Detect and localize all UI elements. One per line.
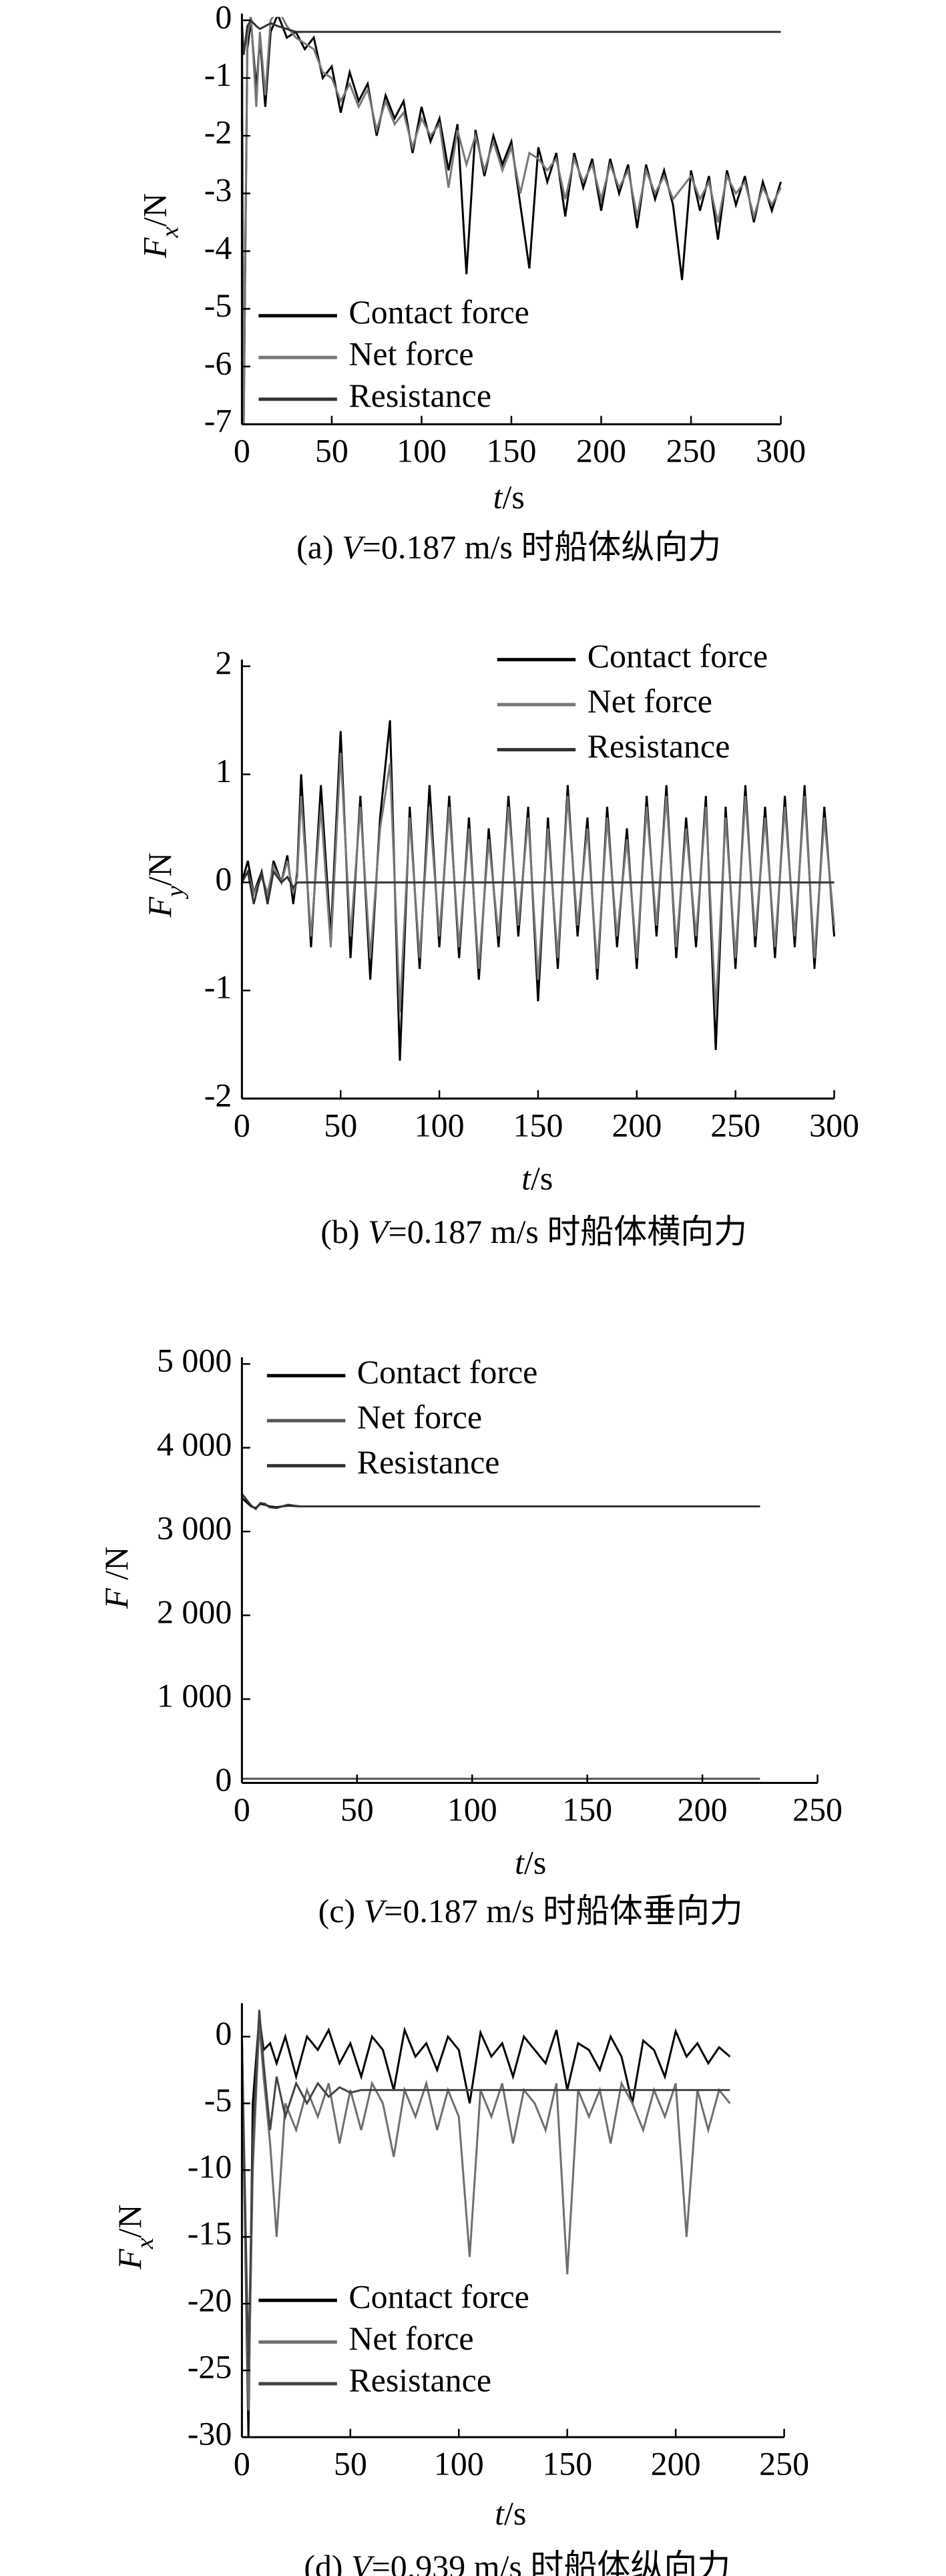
x-tick-label: 50 bbox=[340, 1791, 374, 1828]
x-tick-label: 200 bbox=[651, 2445, 701, 2482]
x-tick-label: 300 bbox=[809, 1106, 859, 1143]
x-tick-label: 150 bbox=[542, 2445, 592, 2482]
x-tick-label: 300 bbox=[756, 432, 806, 470]
x-tick-label: 200 bbox=[576, 432, 626, 470]
y-tick-label: 3 000 bbox=[157, 1509, 232, 1547]
x-tick-label: 200 bbox=[678, 1791, 728, 1828]
x-tick-label: 50 bbox=[334, 2445, 367, 2482]
y-axis-label: Fy/N bbox=[141, 852, 189, 918]
y-tick-label: -5 bbox=[204, 287, 232, 324]
y-axis-label: Fx/N bbox=[136, 193, 184, 258]
legend-label: Contact force bbox=[348, 293, 529, 331]
x-tick-label: 100 bbox=[434, 2445, 484, 2482]
x-tick-label: 0 bbox=[234, 1106, 250, 1143]
y-tick-label: 0 bbox=[215, 860, 232, 898]
series-line bbox=[242, 2016, 731, 2438]
x-tick-label: 150 bbox=[562, 1791, 612, 1828]
x-tick-label: 150 bbox=[513, 1106, 563, 1143]
y-tick-label: 5 000 bbox=[157, 1342, 232, 1379]
series-line bbox=[242, 17, 782, 425]
y-tick-label: -4 bbox=[204, 228, 232, 266]
y-tick-label: 0 bbox=[215, 0, 232, 35]
x-tick-label: 150 bbox=[487, 432, 537, 470]
legend-label: Resistance bbox=[348, 377, 491, 414]
y-tick-label: -1 bbox=[204, 968, 232, 1006]
series-line bbox=[242, 18, 781, 55]
legend-label: Contact force bbox=[357, 1353, 538, 1391]
y-tick-label: 2 bbox=[215, 644, 232, 681]
x-axis-label: t/s bbox=[521, 1159, 553, 1197]
x-tick-label: 250 bbox=[759, 2445, 809, 2482]
series-line bbox=[242, 1493, 760, 1511]
y-tick-label: 4 000 bbox=[157, 1425, 232, 1463]
y-tick-label: -1 bbox=[204, 55, 232, 93]
x-tick-label: 250 bbox=[666, 432, 716, 470]
x-tick-label: 200 bbox=[612, 1106, 662, 1143]
legend-label: Resistance bbox=[587, 727, 730, 765]
y-tick-label: -30 bbox=[188, 2415, 232, 2452]
subchart: 0-5-10-15-20-25-300 50 100 150 200 250t/sFx/N… bbox=[111, 2003, 809, 2576]
x-tick-label: 100 bbox=[447, 1791, 497, 1828]
y-tick-label: -20 bbox=[188, 2281, 232, 2319]
y-tick-label: 1 bbox=[215, 752, 232, 789]
x-axis-label: t/s bbox=[515, 1844, 546, 1881]
legend-label: Net force bbox=[348, 335, 473, 373]
subchart: 0-1-2-3-4-5-6-70 50 100 150 200 250 300t/sFx/N… bbox=[136, 0, 806, 566]
series-line bbox=[242, 752, 836, 1013]
x-tick-label: 50 bbox=[315, 432, 348, 470]
x-axis-label: t/s bbox=[495, 2495, 526, 2533]
legend-label: Resistance bbox=[357, 1443, 500, 1481]
series-line bbox=[242, 17, 782, 425]
y-tick-label: -10 bbox=[188, 2148, 232, 2185]
caption: (b) V=0.187 m/s 时船体横向力 bbox=[320, 1213, 747, 1250]
y-tick-label: 1 000 bbox=[157, 1677, 232, 1714]
y-tick-label: -7 bbox=[204, 402, 232, 439]
x-tick-label: 250 bbox=[710, 1106, 760, 1143]
y-tick-label: -15 bbox=[188, 2215, 232, 2252]
caption: (d) V=0.939 m/s 时船体纵向力 bbox=[304, 2549, 730, 2576]
x-tick-label: 0 bbox=[234, 2445, 250, 2482]
y-tick-label: -5 bbox=[204, 2081, 232, 2119]
x-axis-label: t/s bbox=[493, 479, 525, 516]
x-tick-label: 0 bbox=[234, 432, 250, 470]
series-line bbox=[242, 868, 835, 904]
subchart: 5 000 4 000 3 000 2 000 1 000 00 50 100 150 200 25… bbox=[97, 1342, 843, 1930]
legend-label: Resistance bbox=[348, 2362, 491, 2399]
series-line bbox=[242, 2023, 731, 2411]
legend-label: Net force bbox=[587, 683, 712, 720]
x-tick-label: 250 bbox=[792, 1791, 843, 1828]
y-tick-label: -3 bbox=[204, 171, 232, 208]
y-axis-label: F /N bbox=[97, 1547, 135, 1610]
y-tick-label: -2 bbox=[204, 114, 232, 151]
y-tick-label: 0 bbox=[215, 2014, 232, 2052]
y-tick-label: 0 bbox=[215, 1761, 232, 1798]
series-line bbox=[242, 2010, 730, 2371]
x-tick-label: 100 bbox=[397, 432, 447, 470]
y-tick-label: -25 bbox=[188, 2348, 232, 2386]
y-tick-label: 2 000 bbox=[157, 1593, 232, 1630]
y-axis-label: Fx/N bbox=[111, 2205, 159, 2270]
y-tick-label: -6 bbox=[204, 344, 232, 381]
legend-label: Net force bbox=[357, 1399, 482, 1436]
x-tick-label: 0 bbox=[234, 1791, 250, 1828]
legend-label: Contact force bbox=[587, 637, 768, 675]
caption: (c) V=0.187 m/s 时船体垂向力 bbox=[318, 1892, 743, 1929]
caption: (a) V=0.187 m/s 时船体纵向力 bbox=[296, 529, 721, 566]
x-tick-label: 100 bbox=[415, 1106, 465, 1143]
y-tick-label: -2 bbox=[204, 1076, 232, 1113]
legend-label: Net force bbox=[348, 2320, 473, 2357]
x-tick-label: 50 bbox=[324, 1106, 357, 1143]
series-line bbox=[242, 720, 836, 1061]
legend-label: Contact force bbox=[348, 2278, 529, 2316]
